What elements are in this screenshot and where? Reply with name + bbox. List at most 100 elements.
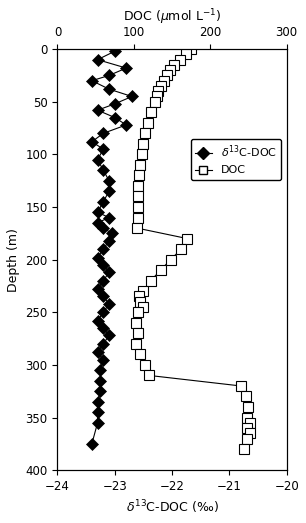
- $\delta^{13}$C-DOC: [102, 146, 105, 152]
- $\delta^{13}$C-DOC: [96, 209, 99, 215]
- DOC: [159, 83, 162, 89]
- DOC: [247, 404, 250, 410]
- DOC: [155, 93, 159, 99]
- $\delta^{13}$C-DOC: [110, 230, 114, 236]
- $\delta^{13}$C-DOC: [96, 220, 99, 226]
- DOC: [149, 109, 152, 116]
- $\delta^{13}$C-DOC: [113, 48, 117, 54]
- $\delta^{13}$C-DOC: [107, 214, 111, 221]
- $\delta^{13}$C-DOC: [102, 278, 105, 284]
- DOC: [136, 183, 140, 189]
- DOC: [178, 56, 181, 63]
- $\delta^{13}$C-DOC: [99, 367, 102, 373]
- $\delta^{13}$C-DOC: [130, 93, 134, 99]
- $\delta^{13}$C-DOC: [96, 399, 99, 405]
- DOC: [242, 446, 246, 452]
- X-axis label: DOC ($\mu$mol L$^{-1}$): DOC ($\mu$mol L$^{-1}$): [123, 7, 221, 27]
- Line: $\delta^{13}$C-DOC: $\delta^{13}$C-DOC: [87, 47, 136, 448]
- $\delta^{13}$C-DOC: [102, 246, 105, 252]
- DOC: [248, 419, 252, 426]
- DOC: [189, 46, 193, 52]
- $\delta^{13}$C-DOC: [107, 178, 111, 184]
- DOC: [136, 194, 140, 200]
- $\delta^{13}$C-DOC: [99, 378, 102, 384]
- DOC: [172, 62, 175, 68]
- DOC: [245, 425, 249, 431]
- $\delta^{13}$C-DOC: [102, 309, 105, 315]
- DOC: [149, 278, 152, 284]
- $\delta^{13}$C-DOC: [90, 441, 94, 447]
- $\delta^{13}$C-DOC: [125, 122, 128, 128]
- $\delta^{13}$C-DOC: [90, 77, 94, 84]
- DOC: [184, 51, 188, 58]
- $\delta^{13}$C-DOC: [96, 419, 99, 426]
- DOC: [248, 430, 252, 437]
- $\delta^{13}$C-DOC: [113, 101, 117, 107]
- DOC: [168, 67, 172, 73]
- $\delta^{13}$C-DOC: [96, 56, 99, 63]
- $\delta^{13}$C-DOC: [96, 254, 99, 260]
- DOC: [137, 293, 141, 300]
- DOC: [134, 320, 138, 326]
- DOC: [153, 99, 156, 105]
- $\delta^{13}$C-DOC: [96, 409, 99, 415]
- DOC: [135, 225, 139, 231]
- $\delta^{13}$C-DOC: [107, 86, 111, 92]
- DOC: [162, 77, 166, 84]
- DOC: [136, 204, 140, 210]
- DOC: [144, 362, 147, 368]
- DOC: [245, 414, 249, 420]
- $\delta^{13}$C-DOC: [96, 317, 99, 324]
- DOC: [134, 340, 138, 347]
- Y-axis label: Depth (m): Depth (m): [7, 228, 20, 292]
- $\delta^{13}$C-DOC: [102, 293, 105, 300]
- DOC: [156, 88, 160, 94]
- DOC: [141, 288, 145, 294]
- DOC: [136, 330, 140, 336]
- $\delta^{13}$C-DOC: [107, 301, 111, 307]
- DOC: [136, 214, 140, 221]
- $\delta^{13}$C-DOC: [102, 225, 105, 231]
- DOC: [141, 141, 145, 147]
- DOC: [138, 162, 142, 168]
- DOC: [144, 130, 147, 137]
- $\delta^{13}$C-DOC: [102, 130, 105, 137]
- Line: DOC: DOC: [131, 44, 255, 454]
- $\delta^{13}$C-DOC: [102, 167, 105, 173]
- $\delta^{13}$C-DOC: [96, 349, 99, 356]
- $\delta^{13}$C-DOC: [102, 357, 105, 363]
- DOC: [169, 256, 172, 263]
- $\delta^{13}$C-DOC: [113, 115, 117, 121]
- DOC: [239, 383, 243, 389]
- DOC: [245, 436, 249, 442]
- $\delta^{13}$C-DOC: [96, 286, 99, 292]
- $\delta^{13}$C-DOC: [96, 156, 99, 163]
- $\delta^{13}$C-DOC: [99, 388, 102, 394]
- $\delta^{13}$C-DOC: [107, 237, 111, 244]
- DOC: [138, 351, 142, 358]
- DOC: [185, 235, 189, 242]
- $\delta^{13}$C-DOC: [90, 139, 94, 145]
- DOC: [146, 120, 149, 126]
- $\delta^{13}$C-DOC: [107, 72, 111, 78]
- $\delta^{13}$C-DOC: [102, 199, 105, 205]
- DOC: [244, 393, 248, 400]
- $\delta^{13}$C-DOC: [102, 325, 105, 331]
- $\delta^{13}$C-DOC: [107, 332, 111, 338]
- $\delta^{13}$C-DOC: [107, 188, 111, 195]
- DOC: [147, 372, 151, 379]
- DOC: [165, 72, 169, 78]
- DOC: [179, 246, 183, 252]
- DOC: [137, 172, 141, 178]
- DOC: [138, 299, 142, 305]
- $\delta^{13}$C-DOC: [107, 269, 111, 276]
- DOC: [140, 151, 143, 157]
- $\delta^{13}$C-DOC: [102, 262, 105, 268]
- DOC: [141, 304, 145, 310]
- DOC: [159, 267, 162, 274]
- Legend: $\delta^{13}$C-DOC, DOC: $\delta^{13}$C-DOC, DOC: [191, 139, 281, 180]
- $\delta^{13}$C-DOC: [102, 340, 105, 347]
- DOC: [136, 309, 140, 315]
- $\delta^{13}$C-DOC: [125, 65, 128, 71]
- $\delta^{13}$C-DOC: [96, 107, 99, 113]
